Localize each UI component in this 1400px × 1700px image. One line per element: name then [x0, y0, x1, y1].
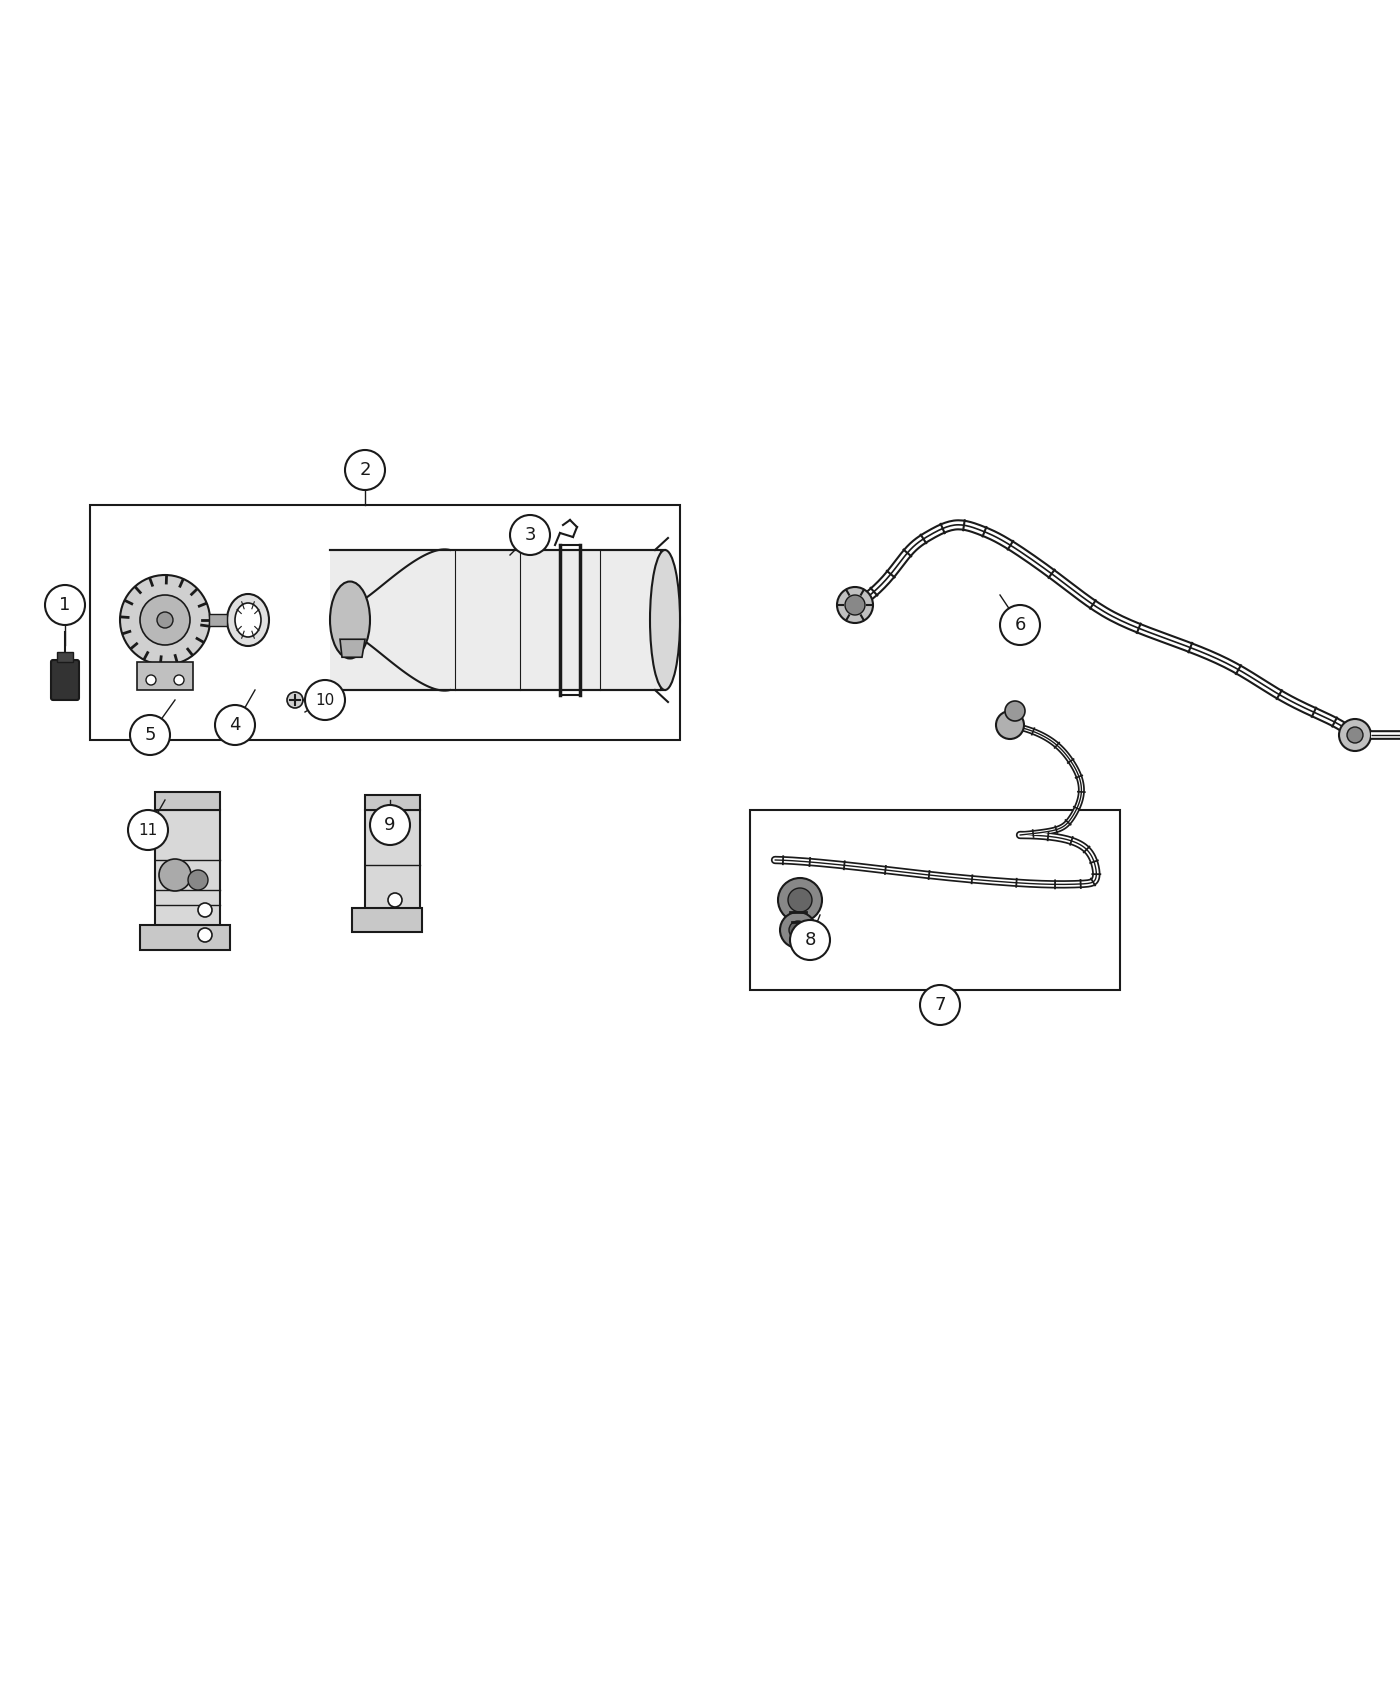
Ellipse shape: [227, 593, 269, 646]
FancyBboxPatch shape: [137, 661, 193, 690]
Ellipse shape: [330, 581, 370, 658]
Circle shape: [157, 612, 174, 627]
Circle shape: [197, 928, 211, 942]
Circle shape: [216, 706, 255, 745]
Text: 11: 11: [139, 823, 158, 838]
Circle shape: [510, 515, 550, 554]
Bar: [90, 505, 680, 740]
Circle shape: [837, 586, 874, 622]
Text: 8: 8: [805, 932, 816, 949]
Circle shape: [778, 877, 822, 921]
Bar: [140, 925, 230, 950]
Circle shape: [140, 595, 190, 644]
Circle shape: [370, 806, 410, 845]
Circle shape: [305, 680, 344, 721]
Circle shape: [790, 921, 806, 938]
Circle shape: [846, 595, 865, 615]
Circle shape: [388, 892, 402, 908]
Circle shape: [1000, 605, 1040, 644]
Bar: [155, 792, 220, 809]
Ellipse shape: [650, 551, 680, 690]
Circle shape: [780, 911, 816, 949]
FancyBboxPatch shape: [50, 660, 78, 700]
Circle shape: [788, 887, 812, 911]
Text: 10: 10: [315, 692, 335, 707]
Circle shape: [188, 870, 209, 891]
Circle shape: [790, 920, 830, 960]
Circle shape: [197, 903, 211, 916]
Bar: [750, 809, 1120, 989]
Bar: [365, 796, 420, 809]
Bar: [330, 551, 665, 690]
Bar: [57, 653, 73, 661]
Circle shape: [287, 692, 302, 707]
Circle shape: [120, 575, 210, 665]
Circle shape: [174, 675, 183, 685]
Circle shape: [146, 675, 155, 685]
Circle shape: [130, 716, 169, 755]
Circle shape: [45, 585, 85, 626]
Circle shape: [160, 858, 190, 891]
Bar: [351, 908, 421, 932]
Circle shape: [344, 450, 385, 490]
Bar: [365, 809, 420, 910]
Polygon shape: [340, 639, 365, 658]
Bar: [209, 614, 227, 626]
Text: 7: 7: [934, 996, 946, 1013]
Circle shape: [127, 809, 168, 850]
Text: 1: 1: [59, 597, 70, 614]
Circle shape: [920, 984, 960, 1025]
Text: 6: 6: [1015, 615, 1026, 634]
Text: 2: 2: [360, 461, 371, 479]
Text: 5: 5: [144, 726, 155, 745]
Text: 9: 9: [384, 816, 396, 835]
Circle shape: [1338, 719, 1371, 751]
Circle shape: [1347, 728, 1364, 743]
Text: 4: 4: [230, 716, 241, 734]
Ellipse shape: [235, 604, 260, 638]
Bar: [155, 809, 220, 930]
Circle shape: [1005, 700, 1025, 721]
Circle shape: [995, 711, 1023, 740]
Text: 3: 3: [524, 525, 536, 544]
